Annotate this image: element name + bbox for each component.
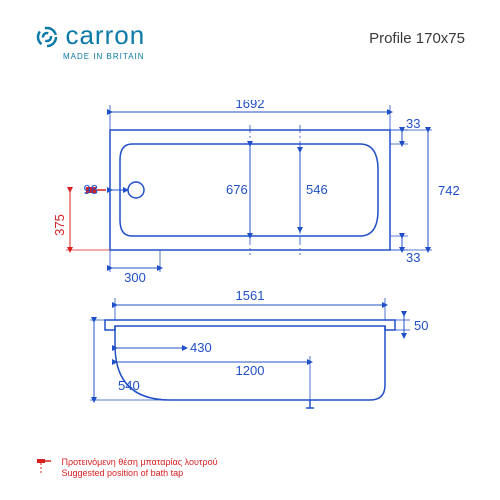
svg-text:742: 742 [438,183,460,198]
dim-tap-offset: 430 [115,340,212,355]
dim-inner-w2: 546 [300,150,328,230]
svg-text:98: 98 [84,182,98,197]
dim-depth: 540 [90,320,170,400]
dim-inner-w1: 676 [226,144,250,236]
dim-corner-top: 33 [390,116,420,144]
brand-tagline: MADE IN BRITAIN [63,52,145,61]
dim-rim: 50 [395,314,428,336]
svg-text:375: 375 [52,214,67,236]
svg-text:50: 50 [414,318,428,333]
svg-text:1200: 1200 [236,363,265,378]
dim-bottom-inset: 300 [110,250,160,285]
svg-text:33: 33 [406,116,420,131]
svg-text:33: 33 [406,250,420,265]
svg-text:1692: 1692 [236,100,265,111]
dim-plug-offset: 1200 [115,356,310,400]
dim-outer-height: 742 [390,130,460,250]
footer-note: Προτεινόμενη θέση μπαταρίας λουτρού Sugg… [35,457,218,480]
svg-text:546: 546 [306,182,328,197]
brand-name: carron [65,20,145,50]
product-title: Profile 170x75 [369,30,465,47]
dim-side-inner: 1561 [115,288,385,320]
svg-text:300: 300 [124,270,146,285]
footer-greek: Προτεινόμενη θέση μπαταρίας λουτρού [62,457,218,469]
svg-text:430: 430 [190,340,212,355]
dim-corner-bot: 33 [390,236,420,265]
footer-english: Suggested position of bath tap [62,468,218,480]
brand-logo: carron MADE IN BRITAIN [35,20,145,61]
technical-diagram: 1692 742 33 33 676 546 98 300 [30,100,470,440]
dim-tap-height: 375 [52,190,110,250]
svg-text:1561: 1561 [236,288,265,303]
svg-text:676: 676 [226,182,248,197]
tap-icon [35,457,53,479]
logo-swirl-icon [35,25,59,54]
svg-text:540: 540 [118,378,140,393]
